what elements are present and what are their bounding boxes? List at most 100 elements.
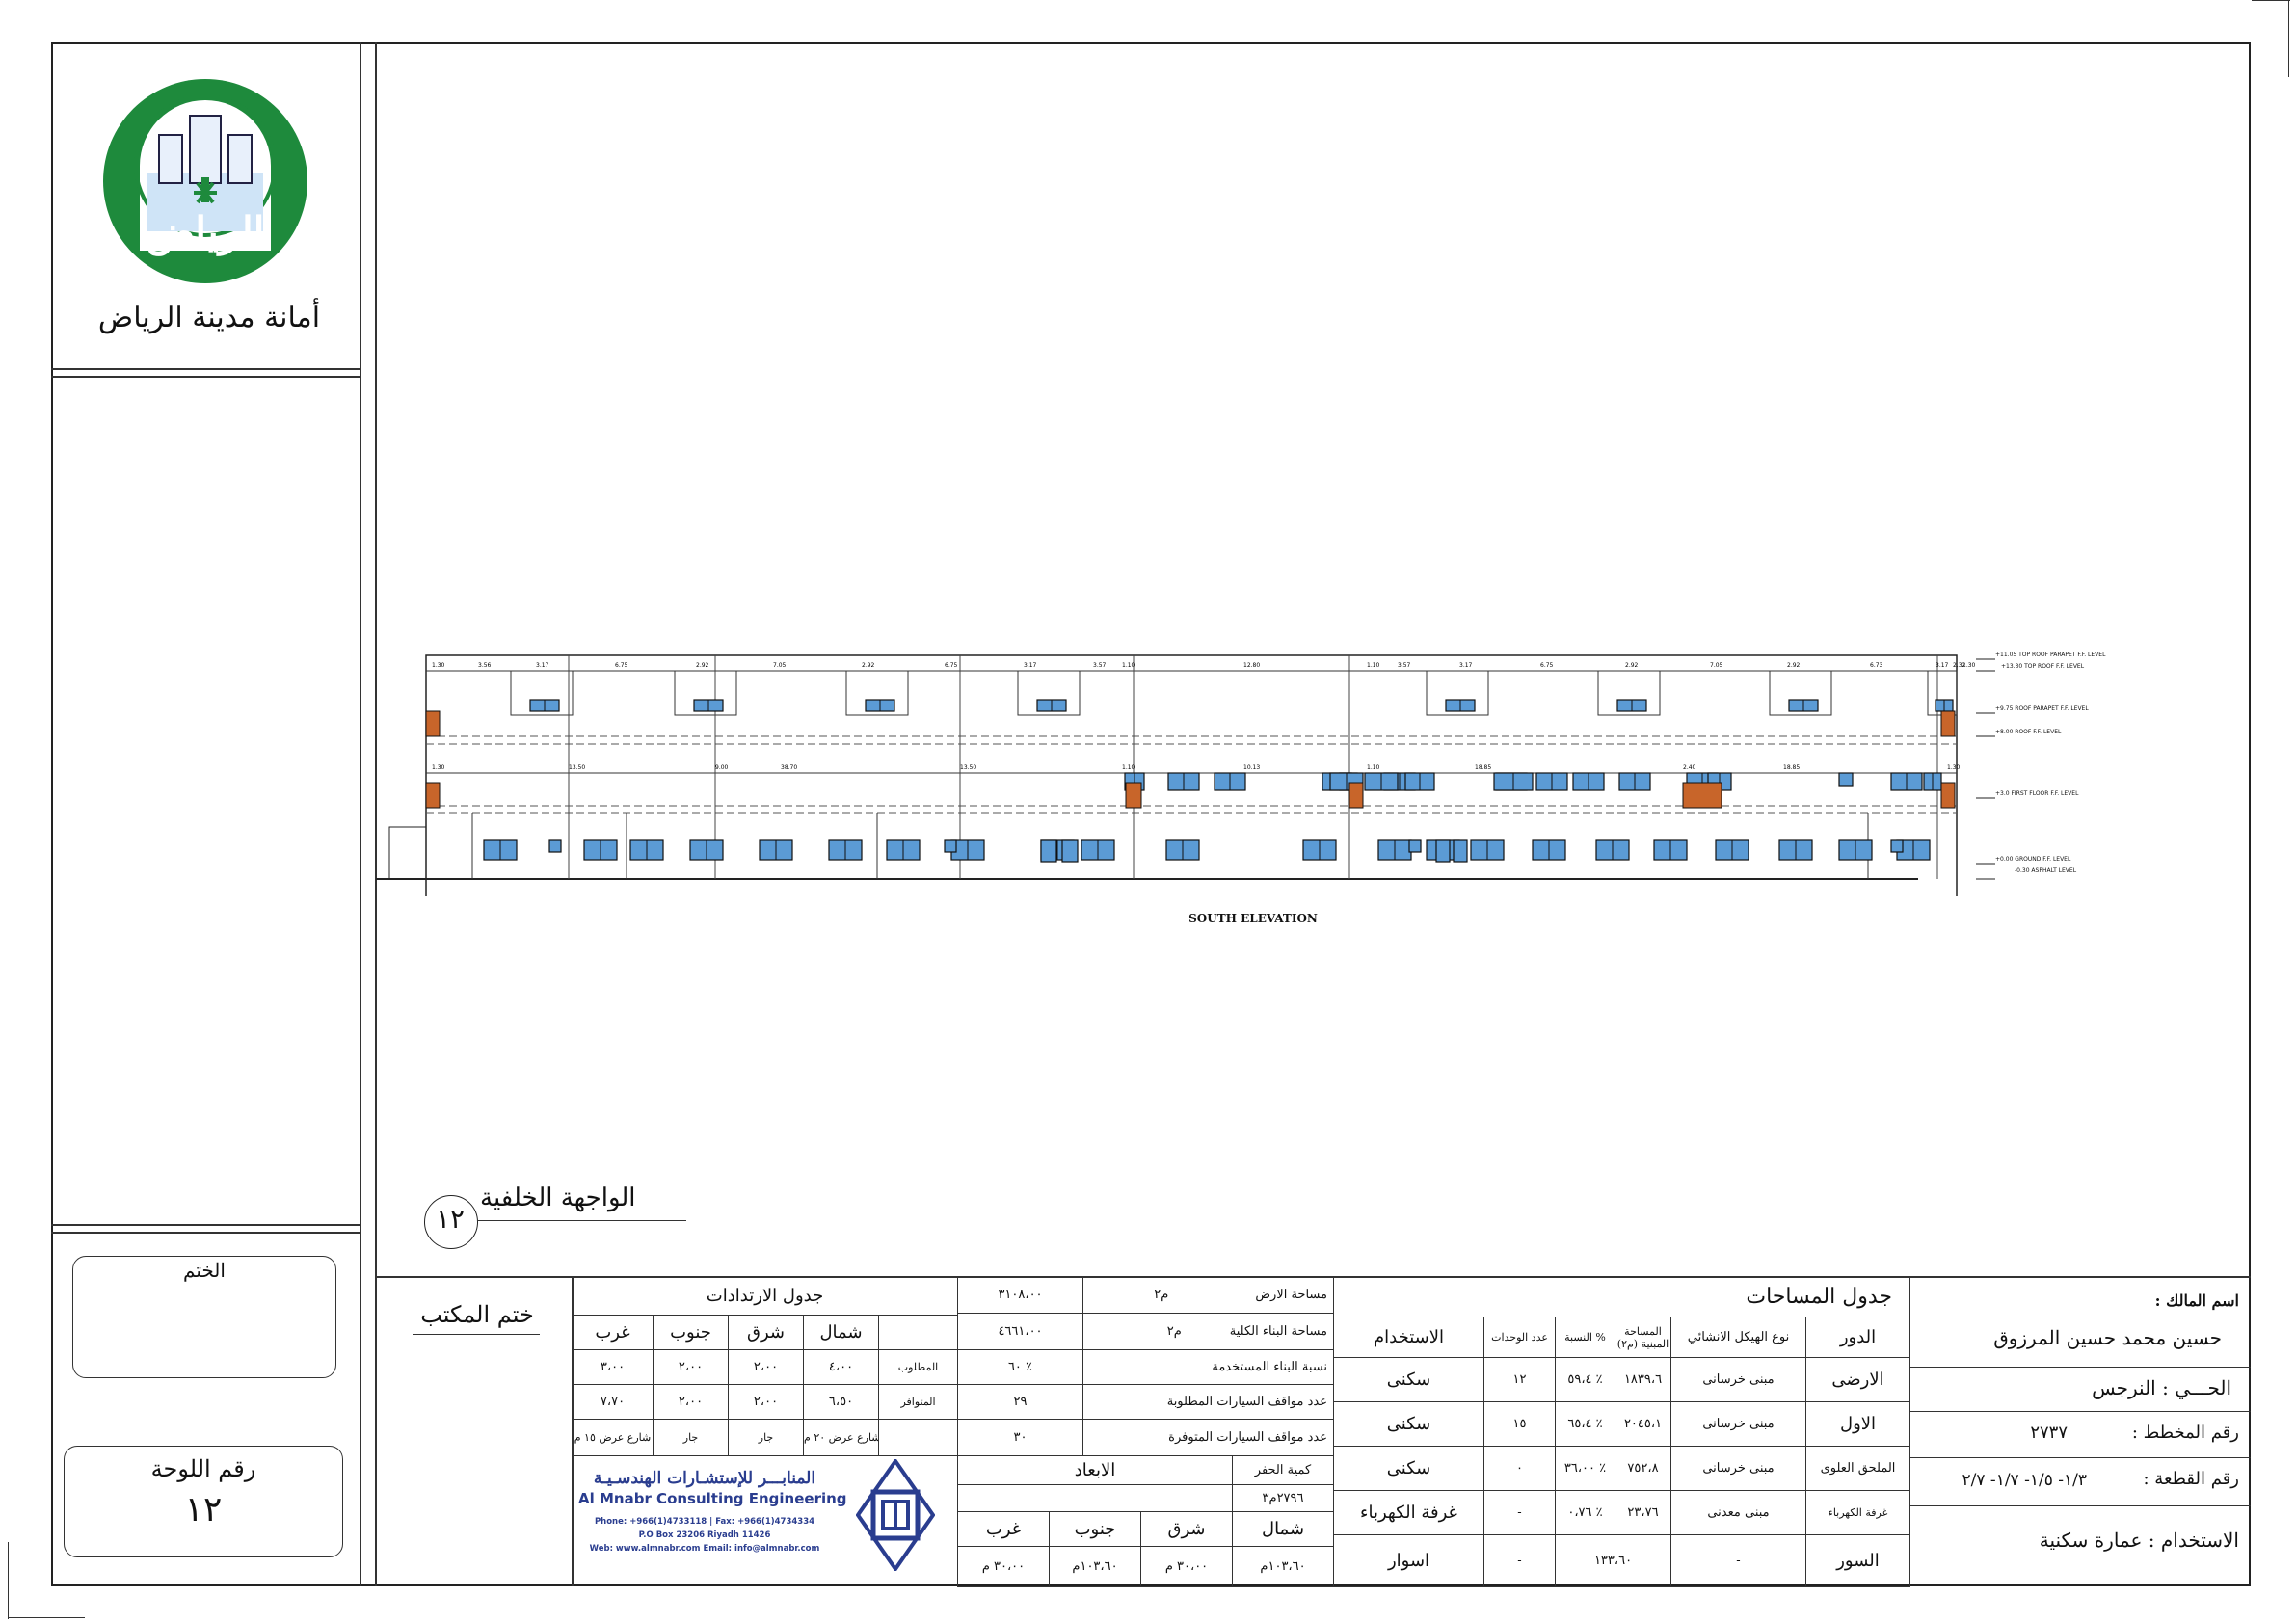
dimension-label: 6.75 [1540,662,1554,669]
logo-text: الرياض [146,208,265,255]
areas-cell: - [1483,1490,1556,1535]
areas-header: الاستخدام [1333,1317,1484,1358]
setback-cell: شارع عرض ٢٠ م [803,1419,879,1456]
firm-web: Web: www.almnabr.com Email: info@almnabr… [589,1544,820,1554]
firm-pobox: P.O Box 23206 Riyadh 11426 [638,1530,771,1540]
vent [1890,839,1904,853]
drawing-number: ١٢ [435,1203,466,1235]
areas-cell: الملحق العلوى [1804,1446,1911,1491]
site-value: ٢٩ [957,1384,1083,1420]
setback-row-label: المطلوب [877,1349,959,1385]
dim-value: ٣٠،٠٠ م [957,1546,1050,1587]
setback-cell: ٢،٠٠ [728,1384,804,1420]
site-label: عدد مواقف السيارات المطلوبة [1082,1384,1334,1420]
window [1040,839,1057,863]
setback-cell: ٢،٠٠ [728,1349,804,1385]
dimension-label: 7.05 [1710,662,1723,669]
plan-number: ٢٧٣٧ [2030,1423,2068,1443]
window [1453,839,1468,863]
left-panel-line [51,1232,360,1234]
setbacks-title: جدول الارتدادات [571,1276,959,1316]
setback-cell: ٢،٠٠ [653,1384,729,1420]
dimension-label: 10.13 [1243,764,1260,771]
dimension-label: 1.10 [1367,662,1380,669]
seal-box [72,1256,336,1378]
balcony [1125,782,1142,809]
level-label: +11.05 TOP ROOF PARAPET F.F. LEVEL [1995,652,2106,658]
areas-cell: ٠ [1483,1446,1556,1491]
setback-cell: ٧،٧٠ [572,1384,654,1420]
drawing-number-circle [424,1195,478,1249]
vent [944,839,957,853]
dimension-label: 1.10 [1367,764,1380,771]
balcony [1940,710,1956,737]
window [1435,839,1451,863]
dimension-label: 13.50 [960,764,976,771]
seal-label: الختم [183,1259,226,1282]
firm-logo-icon [855,1457,936,1573]
dimension-label: 38.70 [781,764,797,771]
areas-cell: ٧٥٢،٨ [1615,1446,1671,1491]
corner-mark [8,1542,9,1619]
window [1838,772,1854,787]
setback-header: شمال [803,1315,879,1350]
areas-cell: سكنى [1333,1401,1484,1447]
areas-cell: السور [1804,1534,1911,1587]
balcony [1682,782,1722,809]
site-unit: م٢ [1154,1288,1169,1302]
site-label: عدد مواقف السيارات المتوفرة [1082,1419,1334,1456]
dimension-label: 3.17 [536,662,549,669]
sheet-number-label: رقم اللوحة [150,1455,256,1482]
areas-header: نوع الهيكل الانشائي [1670,1317,1806,1358]
areas-cell: ٢٠٤٥،١ [1615,1401,1671,1447]
setback-cell: ٣،٠٠ [572,1349,654,1385]
dim-header: غرب [957,1511,1050,1547]
dimension-label: 1.10 [1122,764,1135,771]
vent [1408,839,1422,853]
dimension-label: 2.92 [1625,662,1639,669]
dimension-label: 6.75 [945,662,958,669]
dimension-label: 3.17 [1459,662,1473,669]
site-unit: م٢ [1166,1324,1182,1339]
office-seal-underline [413,1334,540,1335]
left-panel-line [51,376,360,378]
firm-name-ar: المنابـــر للإستشـارات الهندسـيـة [593,1469,816,1488]
corner-mark [2288,0,2289,77]
window [1061,839,1079,863]
dimension-label: 3.17 [1024,662,1037,669]
district: الحـــي : النرجس [2092,1376,2231,1399]
dimension-label: 1.30 [432,662,445,669]
dimension-label: 1.30 [432,764,445,771]
drawing-title: الواجهة الخلفية [480,1184,636,1212]
dim-header: جنوب [1049,1511,1141,1547]
vent [548,839,562,853]
site-value: ٣٠ [957,1419,1083,1456]
owner-name: حسين محمد حسين المرزوق [1993,1326,2222,1349]
areas-cell: الارضى [1804,1357,1911,1402]
areas-cell: مبنى خرسانى [1670,1357,1806,1402]
areas-cell: ٢٣،٧٦ [1615,1490,1671,1535]
site-label: نسبة البناء المستخدمة [1082,1349,1334,1385]
dimension-label: 6.75 [615,662,628,669]
level-label: +3.0 FIRST FLOOR F.F. LEVEL [1995,790,2079,797]
excavation-label: كمية الحفر [1232,1455,1335,1485]
dimension-label: 2.32 [1953,662,1966,669]
dimension-label: 13.50 [569,764,585,771]
site-info-table: ٣١٠٨،٠٠ مساحة الارض م٢ ٤٦٦١،٠٠ مساحة البناء… [957,1276,1334,1456]
level-label: +0.00 GROUND F.F. LEVEL [1995,856,2071,863]
areas-cell: سكنى [1333,1357,1484,1402]
setback-cell: ٦،٥٠ [803,1384,879,1420]
areas-cell: مبنى خرسانى [1670,1446,1806,1491]
areas-header: المساحة المبنية (م٢) [1615,1317,1671,1358]
dim-value: ١٠٣،٦٠م [1049,1546,1141,1587]
dimension-label: 2.92 [1787,662,1801,669]
use: الاستخدام : عمارة سكنية [2039,1529,2239,1552]
left-panel-divider [360,42,361,1586]
setback-cell: جار [653,1419,729,1456]
setback-cell: ٢،٠٠ [653,1349,729,1385]
areas-header: النسبة % [1555,1317,1615,1358]
riyadh-logo: الرياض [101,77,309,285]
level-label: +8.00 ROOF F.F. LEVEL [1995,729,2062,735]
balcony [1940,782,1956,809]
areas-cell: ٣٦،٠٠ ٪ [1555,1446,1615,1491]
